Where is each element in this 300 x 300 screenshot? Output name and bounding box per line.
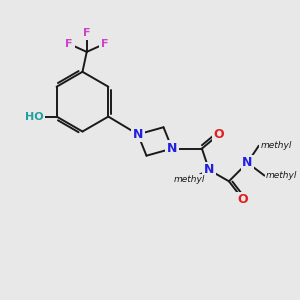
Text: O: O xyxy=(238,193,248,206)
Text: F: F xyxy=(100,39,108,49)
Text: methyl: methyl xyxy=(260,141,292,150)
Text: methyl: methyl xyxy=(172,177,202,186)
Text: F: F xyxy=(83,28,91,38)
Text: HO: HO xyxy=(25,112,43,122)
Text: methyl: methyl xyxy=(266,171,297,180)
Text: F: F xyxy=(65,39,73,49)
Text: N: N xyxy=(167,142,177,155)
Text: N: N xyxy=(242,156,253,169)
Text: methyl: methyl xyxy=(173,176,205,184)
Text: O: O xyxy=(214,128,224,141)
Text: N: N xyxy=(133,128,143,141)
Text: N: N xyxy=(204,164,214,176)
